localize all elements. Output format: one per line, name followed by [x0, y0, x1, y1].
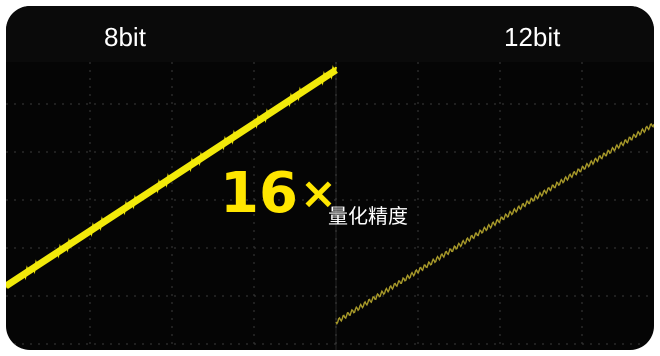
label-12bit: 12bit [504, 22, 561, 52]
trace-8bit-noise [6, 65, 337, 289]
times-symbol: × [299, 168, 337, 219]
trace-8bit [6, 65, 338, 289]
trace-12bit-line [335, 123, 654, 326]
oscilloscope-display: 8bit 12bit 16× 量化精度 [6, 6, 654, 350]
graticule [6, 62, 654, 350]
header-band [6, 6, 654, 62]
label-8bit: 8bit [104, 22, 146, 52]
trace-12bit [335, 123, 654, 326]
multiplier-value: 16 [220, 161, 298, 226]
precision-headline: 16× [220, 166, 337, 222]
precision-caption: 量化精度 [328, 204, 408, 228]
scope-canvas [6, 6, 654, 350]
